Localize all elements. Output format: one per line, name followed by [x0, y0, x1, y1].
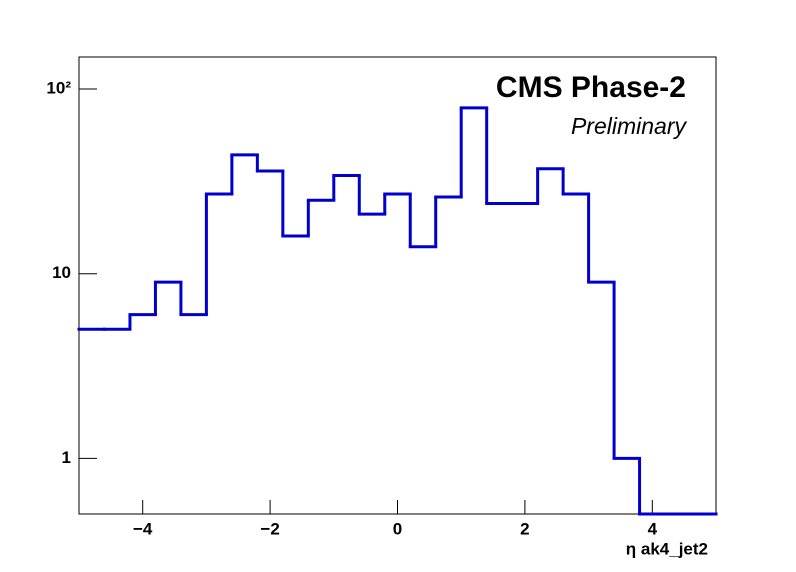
y-tick-label: 10 — [52, 263, 71, 282]
x-tick-label: 4 — [648, 519, 658, 538]
x-tick-label: 2 — [520, 519, 529, 538]
x-tick-label: −2 — [260, 519, 279, 538]
y-tick-label: 1 — [62, 448, 71, 467]
y-tick-label: 10² — [46, 78, 71, 97]
x-tick-label: −4 — [133, 519, 153, 538]
x-tick-label: 0 — [393, 519, 402, 538]
chart-title: CMS Phase-2 — [496, 71, 686, 104]
chart-subtitle: Preliminary — [571, 113, 688, 139]
x-axis-label: η ak4_jet2 — [626, 539, 708, 558]
